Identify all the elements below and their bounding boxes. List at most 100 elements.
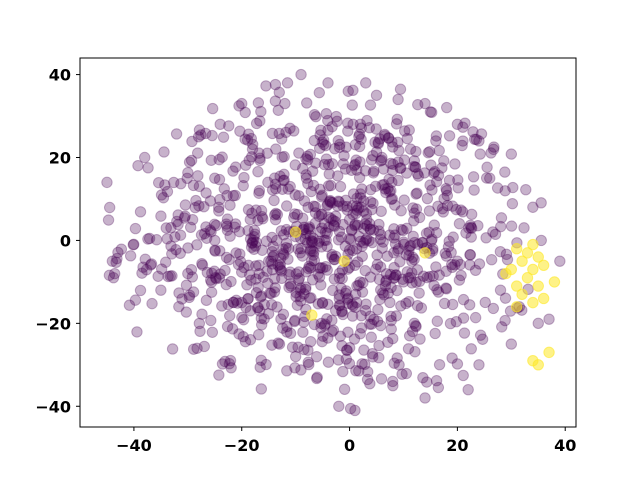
scatter-point bbox=[333, 299, 346, 311]
scatter-point bbox=[346, 310, 359, 322]
scatter-point bbox=[317, 134, 330, 146]
scatter-point bbox=[322, 298, 334, 310]
scatter-point bbox=[269, 95, 282, 107]
scatter-point bbox=[313, 86, 326, 99]
scatter-point bbox=[412, 238, 424, 250]
scatter-point bbox=[282, 253, 294, 265]
scatter-point bbox=[243, 269, 256, 281]
scatter-point bbox=[431, 315, 443, 327]
scatter-point bbox=[331, 200, 344, 212]
scatter-point bbox=[223, 253, 235, 266]
scatter-point bbox=[354, 235, 367, 248]
scatter-point bbox=[171, 215, 183, 228]
scatter-point bbox=[337, 365, 349, 378]
scatter-point bbox=[246, 237, 258, 249]
scatter-point bbox=[221, 224, 234, 236]
scatter-point bbox=[340, 141, 352, 153]
scatter-point bbox=[224, 309, 236, 322]
scatter-point bbox=[284, 327, 297, 340]
scatter-point bbox=[378, 289, 390, 301]
scatter-point bbox=[363, 217, 376, 230]
scatter-point bbox=[403, 330, 416, 342]
scatter-point bbox=[496, 321, 508, 333]
scatter-point bbox=[357, 277, 369, 289]
scatter-point bbox=[170, 128, 183, 140]
scatter-point bbox=[400, 367, 413, 380]
scatter-point bbox=[243, 154, 255, 167]
scatter-point bbox=[266, 184, 279, 196]
scatter-point bbox=[252, 214, 264, 227]
scatter-point bbox=[155, 263, 168, 275]
scatter-point bbox=[408, 215, 420, 227]
scatter-point bbox=[242, 292, 254, 305]
scatter-point bbox=[306, 245, 318, 257]
scatter-point bbox=[474, 148, 486, 160]
scatter-point-highlight bbox=[510, 280, 523, 292]
scatter-point bbox=[436, 162, 448, 174]
scatter-point bbox=[398, 154, 411, 166]
scatter-point bbox=[543, 313, 555, 325]
scatter-point bbox=[235, 266, 248, 278]
scatter-point bbox=[343, 213, 356, 226]
scatter-point-highlight bbox=[532, 359, 544, 371]
scatter-point bbox=[383, 229, 396, 241]
scatter-point bbox=[152, 270, 164, 282]
scatter-point bbox=[449, 158, 461, 170]
scatter-point bbox=[428, 167, 440, 179]
scatter-point bbox=[284, 266, 296, 278]
scatter-point bbox=[308, 108, 321, 121]
scatter-point bbox=[443, 130, 456, 142]
scatter-point bbox=[465, 221, 477, 234]
scatter-point bbox=[458, 327, 471, 339]
scatter-point bbox=[161, 185, 174, 198]
scatter-point bbox=[407, 202, 419, 214]
scatter-point bbox=[237, 314, 250, 326]
scatter-point bbox=[301, 150, 314, 162]
scatter-point bbox=[165, 240, 177, 252]
scatter-point bbox=[234, 248, 246, 260]
scatter-point bbox=[309, 217, 321, 229]
scatter-point bbox=[374, 293, 386, 306]
scatter-point bbox=[246, 236, 259, 249]
scatter-point bbox=[340, 353, 352, 365]
scatter-point bbox=[276, 151, 288, 163]
scatter-point bbox=[359, 265, 371, 277]
scatter-point bbox=[375, 228, 387, 241]
scatter-point bbox=[351, 219, 364, 231]
scatter-point bbox=[438, 155, 450, 167]
scatter-point bbox=[359, 358, 371, 371]
scatter-point-highlight bbox=[510, 243, 523, 255]
scatter-point bbox=[520, 183, 532, 196]
scatter-point bbox=[328, 220, 341, 232]
scatter-point bbox=[266, 245, 279, 258]
scatter-point bbox=[206, 102, 219, 115]
scatter-point bbox=[404, 271, 417, 284]
scatter-point bbox=[345, 225, 358, 237]
scatter-point bbox=[328, 273, 341, 285]
scatter-point bbox=[254, 152, 266, 164]
scatter-point bbox=[281, 200, 293, 212]
scatter-point bbox=[256, 211, 268, 223]
scatter-point bbox=[311, 372, 323, 385]
scatter-point bbox=[196, 308, 208, 320]
scatter-point bbox=[375, 373, 388, 385]
scatter-point bbox=[302, 262, 315, 275]
scatter-point bbox=[282, 183, 294, 195]
scatter-point-highlight bbox=[532, 251, 544, 263]
scatter-point bbox=[186, 135, 198, 148]
scatter-point bbox=[107, 271, 120, 284]
scatter-point bbox=[281, 77, 294, 89]
scatter-point bbox=[423, 145, 436, 158]
scatter-point bbox=[428, 219, 440, 231]
scatter-point bbox=[380, 186, 392, 199]
scatter-point bbox=[321, 240, 333, 253]
scatter-point bbox=[295, 282, 307, 294]
scatter-point bbox=[334, 330, 347, 342]
scatter-point bbox=[269, 78, 282, 91]
scatter-point bbox=[155, 189, 168, 201]
scatter-point bbox=[441, 101, 453, 114]
scatter-point bbox=[391, 352, 403, 364]
scatter-point bbox=[392, 136, 404, 148]
scatter-point bbox=[313, 142, 326, 155]
scatter-point bbox=[131, 326, 143, 338]
